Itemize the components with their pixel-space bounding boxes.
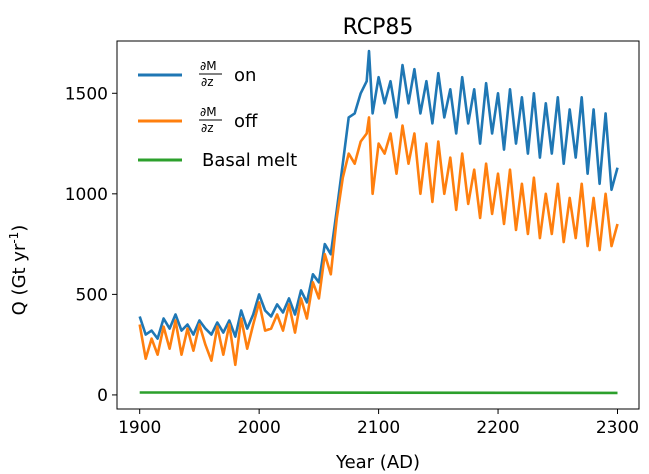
y-axis: 0 500 1000 1500 [65,84,117,406]
legend-on-numerator: ∂M [200,59,217,73]
y-tick-label: 1500 [65,84,108,104]
x-tick-label: 1900 [118,418,161,438]
y-tick-label: 1000 [65,185,108,205]
y-tick-label: 0 [97,386,108,406]
y-axis-label-main: Q (Gt yr [9,243,30,315]
x-tick-label: 2200 [476,418,519,438]
x-tick-label: 2300 [596,418,639,438]
x-tick-label: 2000 [238,418,281,438]
legend-on-label: on [234,65,256,86]
legend: ∂M ∂z on ∂M ∂z off Basal melt [138,59,297,171]
legend-off-numerator: ∂M [200,105,217,119]
y-axis-label-close: ) [9,225,30,232]
series-line-on [138,49,619,340]
y-tick-label: 500 [76,285,108,305]
series-layer [138,49,619,395]
x-axis-label: Year (AD) [335,452,420,473]
x-tick-label: 2100 [357,418,400,438]
series-line-off [138,116,619,367]
legend-off-label: off [234,111,258,132]
legend-on-denominator: ∂z [201,75,214,89]
legend-basal-label: Basal melt [202,150,297,171]
legend-off-denominator: ∂z [201,121,214,135]
y-axis-label-sup: -1 [7,232,21,244]
y-axis-label: Q (Gt yr-1) [7,225,30,316]
x-axis: 1900 2000 2100 2200 2300 [118,409,639,438]
chart-title: RCP85 [343,15,414,40]
plot-frame [116,40,640,410]
